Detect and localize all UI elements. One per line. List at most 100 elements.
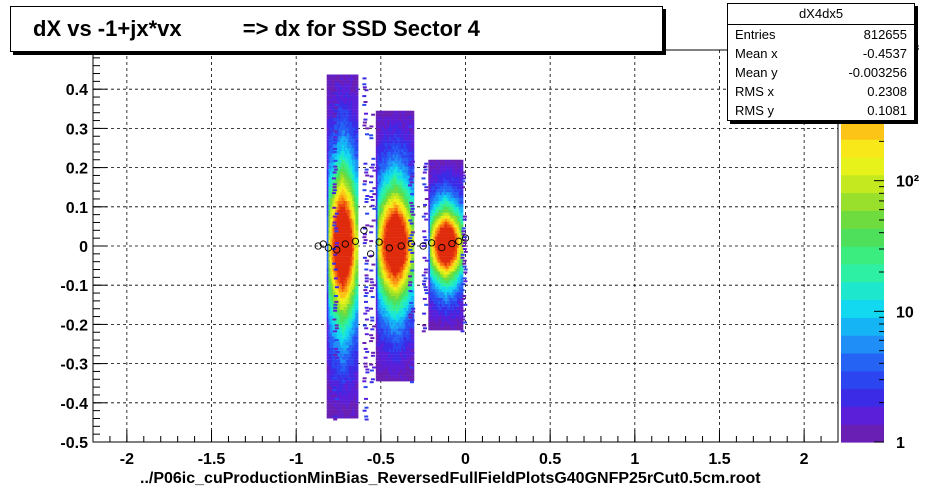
heatmap-cell <box>392 184 396 188</box>
heatmap-cell <box>382 263 386 267</box>
heatmap-cell <box>347 315 350 319</box>
heatmap-cell <box>448 303 452 307</box>
heatmap-cell <box>375 366 379 370</box>
heatmap-cell <box>404 228 408 232</box>
heatmap-cell <box>407 322 411 326</box>
heatmap-cell <box>391 163 394 167</box>
heatmap-cell <box>460 271 464 275</box>
heatmap-cell <box>406 313 410 317</box>
heatmap-cell <box>355 236 359 240</box>
heatmap-cell <box>352 383 356 387</box>
heatmap-cell <box>330 256 333 260</box>
heatmap-cell <box>343 409 347 413</box>
heatmap-cell <box>353 133 357 137</box>
heatmap-cell <box>387 184 391 188</box>
heatmap-cell <box>348 209 352 213</box>
heatmap-cell <box>328 236 332 240</box>
heatmap-cell <box>336 80 340 84</box>
heatmap-cell <box>384 240 388 244</box>
heatmap-cell <box>435 295 438 298</box>
heatmap-cell <box>404 134 408 138</box>
heatmap-cell <box>348 124 352 128</box>
heatmap-cell <box>352 253 356 257</box>
heatmap-cell <box>341 174 345 178</box>
heatmap-cell <box>355 377 359 381</box>
heatmap-cell <box>333 336 337 340</box>
heatmap-cell <box>446 256 450 260</box>
heatmap-cell <box>399 357 403 361</box>
heatmap-cell <box>399 307 403 311</box>
heatmap-edge-cell <box>369 137 374 140</box>
heatmap-cell <box>330 415 333 419</box>
heatmap-cell <box>453 315 457 319</box>
heatmap-cell <box>352 412 356 416</box>
heatmap-cell <box>375 240 379 244</box>
heatmap-cell <box>345 127 349 131</box>
heatmap-cell <box>341 315 345 319</box>
heatmap-cell <box>397 304 401 308</box>
heatmap-cell <box>380 213 384 217</box>
heatmap-cell <box>389 128 393 132</box>
heatmap-edge-cell <box>372 325 377 328</box>
heatmap-cell <box>353 230 357 234</box>
heatmap-cell <box>380 310 384 314</box>
heatmap-cell <box>350 101 354 104</box>
heatmap-cell <box>350 115 354 119</box>
heatmap-cell <box>404 287 408 291</box>
heatmap-cell <box>402 357 406 361</box>
heatmap-cell <box>355 130 359 134</box>
heatmap-edge-cell <box>369 175 374 178</box>
heatmap-cell <box>401 272 405 276</box>
heatmap-cell <box>404 310 408 314</box>
heatmap-cell <box>404 278 408 282</box>
heatmap-cell <box>375 372 379 376</box>
heatmap-cell <box>326 86 330 90</box>
heatmap-cell <box>409 225 413 229</box>
heatmap-cell <box>382 254 386 258</box>
heatmap-cell <box>396 263 400 267</box>
heatmap-cell <box>382 351 386 355</box>
heatmap-cell <box>453 245 457 248</box>
heatmap-cell <box>335 280 339 284</box>
heatmap-cell <box>401 243 405 247</box>
heatmap-cell <box>379 363 383 367</box>
heatmap-cell <box>330 303 333 307</box>
heatmap-cell <box>343 124 347 128</box>
heatmap-cell <box>340 306 344 310</box>
heatmap-edge-cell <box>332 139 337 142</box>
heatmap-cell <box>345 306 349 310</box>
heatmap-edge-cell <box>363 312 368 315</box>
heatmap-cell <box>441 245 445 248</box>
heatmap-cell <box>338 189 342 193</box>
heatmap-cell <box>399 110 403 114</box>
heatmap-cell <box>379 169 383 173</box>
heatmap-cell <box>350 368 354 372</box>
heatmap-cell <box>433 277 437 281</box>
heatmap-cell <box>353 177 357 181</box>
heatmap-cell <box>391 169 394 173</box>
heatmap-cell <box>457 315 460 319</box>
heatmap-cell <box>379 254 383 258</box>
heatmap-cell <box>326 386 330 390</box>
heatmap-edge-cell <box>331 377 336 380</box>
heatmap-cell <box>336 106 340 110</box>
heatmap-cell <box>391 251 394 255</box>
heatmap-cell <box>440 327 444 331</box>
heatmap-cell <box>448 295 452 298</box>
heatmap-cell <box>429 280 433 284</box>
heatmap-cell <box>352 345 356 348</box>
heatmap-cell <box>460 321 464 325</box>
heatmap-cell <box>326 121 330 125</box>
heatmap-cell <box>335 224 339 228</box>
heatmap-cell <box>352 324 356 328</box>
heatmap-cell <box>380 287 384 291</box>
heatmap-cell <box>391 119 394 123</box>
heatmap-cell <box>353 318 357 322</box>
heatmap-cell <box>331 156 335 160</box>
heatmap-cell <box>350 98 354 101</box>
heatmap-cell <box>330 297 333 301</box>
heatmap-cell <box>428 312 432 316</box>
heatmap-cell <box>391 322 394 326</box>
heatmap-cell <box>345 162 349 166</box>
heatmap-cell <box>394 190 398 194</box>
